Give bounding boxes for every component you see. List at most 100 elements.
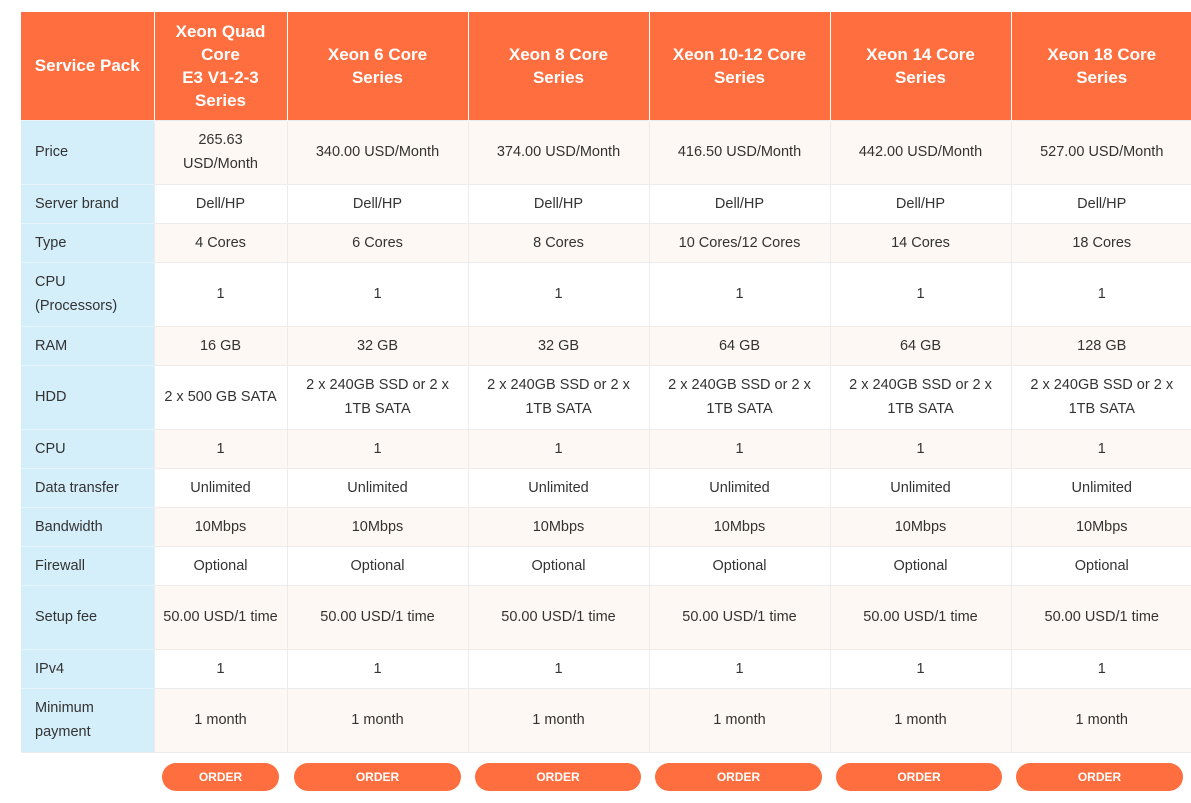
table-cell: 1 <box>829 428 1011 468</box>
table-cell: 1 <box>1010 648 1191 688</box>
pricing-table: Service Pack Xeon Quad Core E3 V1-2-3 Se… <box>21 12 1191 753</box>
table-cell: 2 x 500 GB SATA <box>153 364 287 429</box>
header-line: Series <box>194 90 247 110</box>
table-cell: 64 GB <box>829 325 1011 365</box>
table-cell: 50.00 USD/1 time <box>286 584 468 649</box>
header-line: Xeon 6 Core <box>327 44 428 64</box>
header-line: Series <box>1076 67 1128 87</box>
header-line: Series <box>532 67 585 87</box>
order-button-xeon-18-core[interactable]: ORDER <box>1016 763 1183 791</box>
table-cell: Dell/HP <box>286 183 468 223</box>
table-cell: 2 x 240GB SSD or 2 x 1TB SATA <box>648 364 830 429</box>
table-cell: 6 Cores <box>286 222 468 262</box>
table-cell: 2 x 240GB SSD or 2 x 1TB SATA <box>1010 364 1191 429</box>
table-cell: Unlimited <box>1010 467 1191 507</box>
table-cell: 10Mbps <box>153 506 287 546</box>
header-line: Xeon 18 Core <box>1047 44 1157 64</box>
header-line: Xeon 14 Core <box>866 44 975 64</box>
table-cell: 10 Cores/12 Cores <box>648 222 830 262</box>
table-row: CPU (Processors) 1 1 1 1 1 1 <box>21 261 1191 326</box>
order-button-xeon-10-12-core[interactable]: ORDER <box>655 763 822 791</box>
table-cell: 1 <box>467 648 649 688</box>
table-cell: 1 <box>153 428 287 468</box>
table-row: HDD 2 x 500 GB SATA 2 x 240GB SSD or 2 x 1… <box>21 364 1191 429</box>
table-cell: Unlimited <box>829 467 1011 507</box>
table-cell: 416.50 USD/Month <box>648 119 830 184</box>
row-label: Bandwidth <box>21 506 154 546</box>
table-cell: Dell/HP <box>1010 183 1191 223</box>
table-cell: 1 month <box>829 687 1011 753</box>
table-cell: 1 <box>1010 261 1191 326</box>
table-cell: 1 <box>286 428 468 468</box>
table-cell: 340.00 USD/Month <box>286 119 468 184</box>
order-button-row: ORDER ORDER ORDER ORDER ORDER ORDER <box>21 763 1191 791</box>
header-xeon-18-core: Xeon 18 Core Series <box>1010 12 1191 120</box>
table-cell: Optional <box>1010 545 1191 585</box>
table-cell: Dell/HP <box>829 183 1011 223</box>
table-cell: Unlimited <box>467 467 649 507</box>
table-row: Data transfer Unlimited Unlimited Unlimited… <box>21 467 1191 507</box>
table-cell: 1 month <box>1010 687 1191 753</box>
table-cell: 8 Cores <box>467 222 649 262</box>
table-cell: 50.00 USD/1 time <box>1010 584 1191 649</box>
row-label: Minimum payment <box>21 687 154 753</box>
table-cell: 374.00 USD/Month <box>467 119 649 184</box>
table-cell: 1 month <box>467 687 649 753</box>
table-cell: 10Mbps <box>286 506 468 546</box>
row-label: RAM <box>21 325 154 365</box>
table-cell: 10Mbps <box>829 506 1011 546</box>
header-line: Xeon 8 Core <box>508 44 609 64</box>
header-line: Core <box>201 44 240 64</box>
table-cell: 1 <box>153 648 287 688</box>
table-cell: 1 <box>286 648 468 688</box>
table-row: Price 265.63 USD/Month 340.00 USD/Month 374… <box>21 119 1191 184</box>
header-line: Xeon 10-12 Core <box>672 44 807 64</box>
row-label: Setup fee <box>21 584 154 649</box>
row-label: Data transfer <box>21 467 154 507</box>
table-cell: Unlimited <box>286 467 468 507</box>
table-row: Bandwidth 10Mbps 10Mbps 10Mbps 10Mbps 10Mbps 1… <box>21 506 1191 546</box>
table-cell: 1 <box>829 648 1011 688</box>
row-label: IPv4 <box>21 648 154 688</box>
row-label: CPU (Processors) <box>21 261 154 326</box>
table-cell: 1 <box>648 428 830 468</box>
table-cell: Optional <box>153 545 287 585</box>
header-xeon-14-core: Xeon 14 Core Series <box>829 12 1011 120</box>
row-label: CPU <box>21 428 154 468</box>
table-cell: 10Mbps <box>1010 506 1191 546</box>
table-cell: 1 <box>648 261 830 326</box>
order-button-xeon-6-core[interactable]: ORDER <box>294 763 461 791</box>
table-cell: 1 <box>153 261 287 326</box>
table-row: Server brand Dell/HP Dell/HP Dell/HP Dell/HP… <box>21 183 1191 223</box>
header-corner: Service Pack <box>21 12 154 120</box>
table-cell: Unlimited <box>648 467 830 507</box>
row-label: Price <box>21 119 154 184</box>
table-row: Setup fee 50.00 USD/1 time 50.00 USD/1 tim… <box>21 584 1191 649</box>
table-cell: 50.00 USD/1 time <box>829 584 1011 649</box>
table-row: Firewall Optional Optional Optional Optional… <box>21 545 1191 585</box>
table-cell: Optional <box>648 545 830 585</box>
table-cell: Optional <box>829 545 1011 585</box>
table-cell: 50.00 USD/1 time <box>153 584 287 649</box>
order-button-xeon-quad-core[interactable]: ORDER <box>162 763 279 791</box>
header-row: Service Pack Xeon Quad Core E3 V1-2-3 Se… <box>21 12 1191 120</box>
table-cell: 32 GB <box>467 325 649 365</box>
table-cell: 16 GB <box>153 325 287 365</box>
table-row: CPU 1 1 1 1 1 1 <box>21 428 1191 468</box>
table-cell: 1 <box>286 261 468 326</box>
table-cell: 32 GB <box>286 325 468 365</box>
table-cell: 14 Cores <box>829 222 1011 262</box>
header-xeon-8-core: Xeon 8 Core Series <box>467 12 649 120</box>
header-line: Series <box>351 67 404 87</box>
table-cell: 128 GB <box>1010 325 1191 365</box>
table-cell: Dell/HP <box>648 183 830 223</box>
table-cell: 527.00 USD/Month <box>1010 119 1191 184</box>
table-cell: 50.00 USD/1 time <box>467 584 649 649</box>
table-cell: Dell/HP <box>467 183 649 223</box>
table-cell: 18 Cores <box>1010 222 1191 262</box>
order-button-xeon-14-core[interactable]: ORDER <box>836 763 1002 791</box>
table-cell: 1 <box>829 261 1011 326</box>
order-button-xeon-8-core[interactable]: ORDER <box>475 763 641 791</box>
table-cell: 1 <box>467 261 649 326</box>
table-cell: 50.00 USD/1 time <box>648 584 830 649</box>
